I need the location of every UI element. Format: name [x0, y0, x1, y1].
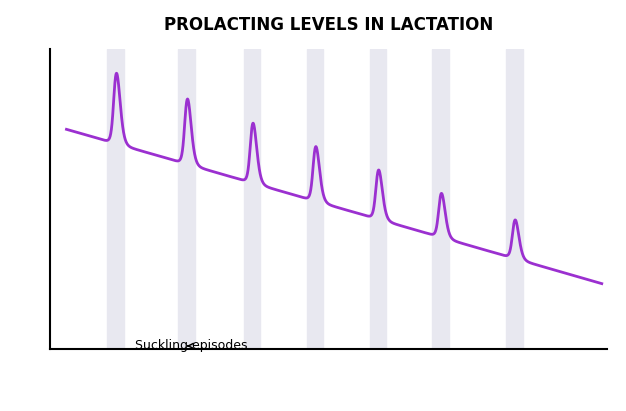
Bar [244, 49, 260, 349]
Bar [369, 49, 386, 349]
Bar [178, 49, 195, 349]
Bar [108, 49, 124, 349]
Bar [506, 49, 523, 349]
Bar [307, 49, 323, 349]
Title: PROLACTING LEVELS IN LACTATION: PROLACTING LEVELS IN LACTATION [164, 16, 493, 34]
Text: Suckling episodes: Suckling episodes [135, 339, 247, 352]
Bar [433, 49, 449, 349]
